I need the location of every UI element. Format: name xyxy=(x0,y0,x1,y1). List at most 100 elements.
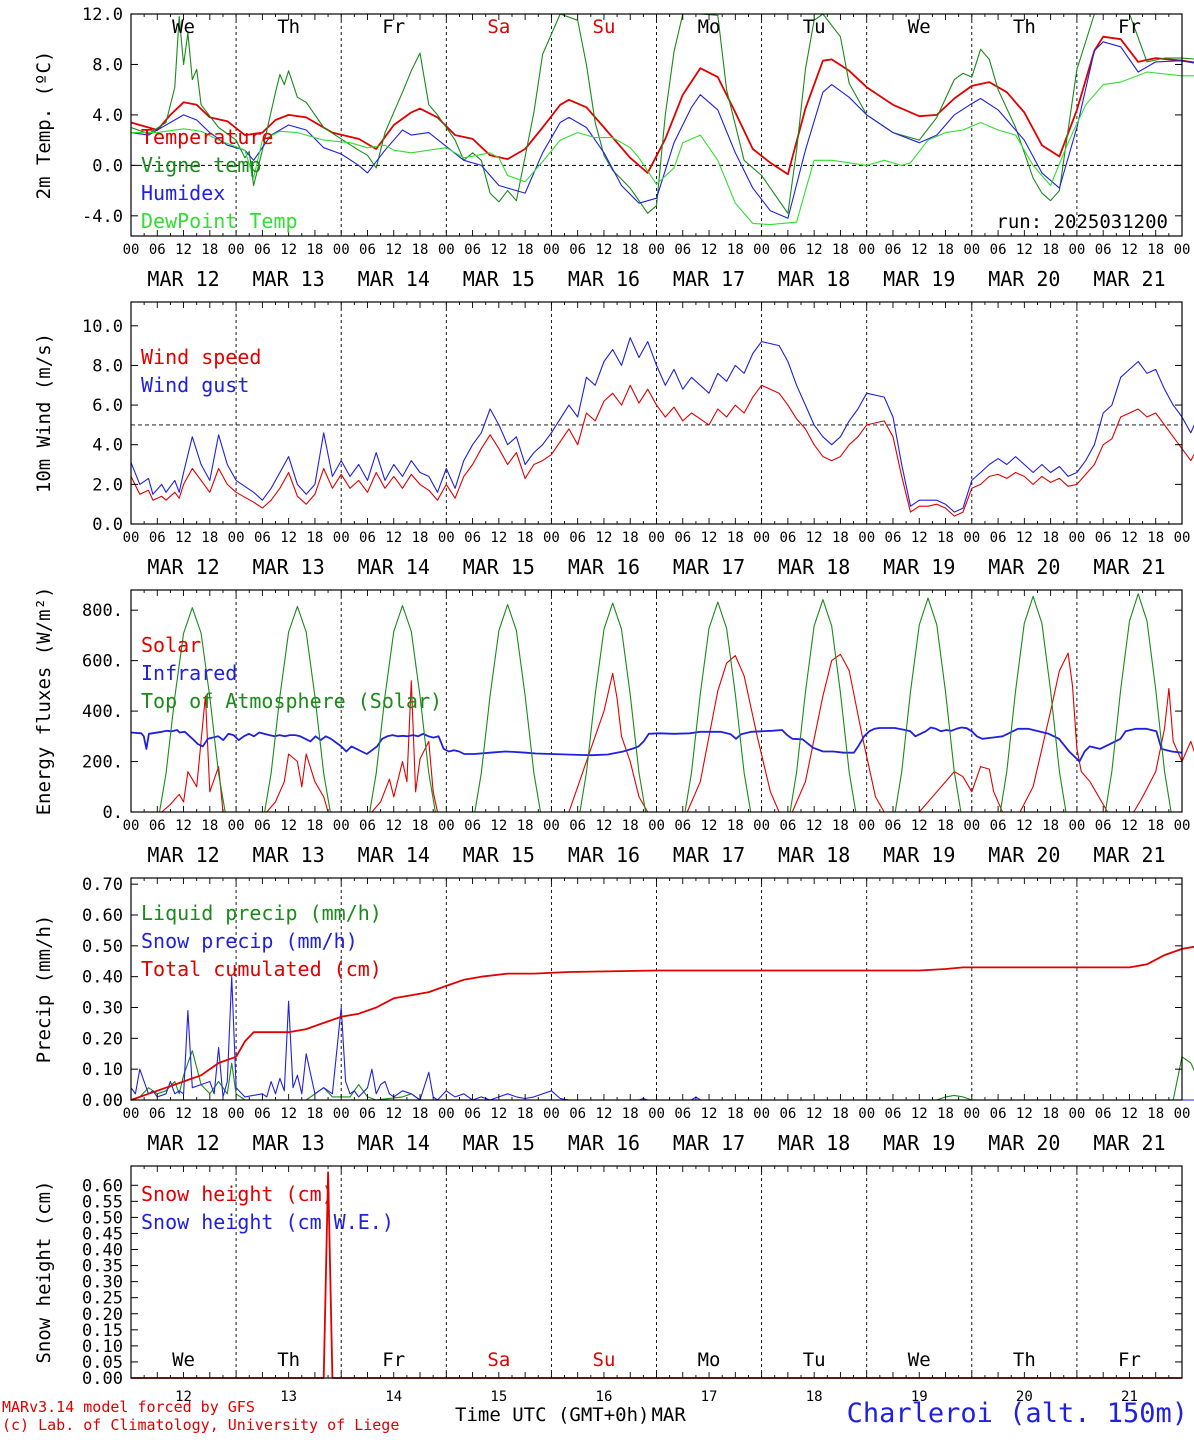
hour-label: 18 xyxy=(937,242,954,258)
weekday-label: We xyxy=(908,1349,931,1371)
hour-label: 12 xyxy=(175,1106,192,1122)
weekday-label: We xyxy=(172,16,195,38)
weekday-label: Th xyxy=(277,16,300,38)
hour-label: 18 xyxy=(517,242,534,258)
y-tick-label: 0.50 xyxy=(82,1208,123,1228)
hour-label: 12 xyxy=(911,242,928,258)
hour-label: 18 xyxy=(727,242,744,258)
day-number-label: 21 xyxy=(1121,1389,1138,1405)
date-label: MAR 13 xyxy=(253,555,325,579)
date-label: MAR 18 xyxy=(778,843,850,867)
hour-label: 12 xyxy=(280,1106,297,1122)
hour-label: 00 xyxy=(228,530,245,546)
date-label: MAR 21 xyxy=(1093,555,1165,579)
hour-label: 18 xyxy=(412,818,429,834)
date-label: MAR 14 xyxy=(358,267,430,291)
hour-label: 18 xyxy=(937,818,954,834)
hour-label: 06 xyxy=(569,242,586,258)
series-snow-precip-mm-h- xyxy=(130,976,1194,1101)
hour-label: 06 xyxy=(885,242,902,258)
weekday-label: Mo xyxy=(698,16,721,38)
legend-temperature: Temperature xyxy=(141,125,273,149)
date-label: MAR 18 xyxy=(778,1131,850,1155)
hour-label: 12 xyxy=(175,818,192,834)
legend-top-of-atmosphere-solar-: Top of Atmosphere (Solar) xyxy=(141,689,442,713)
hour-label: 12 xyxy=(280,530,297,546)
hour-label: 12 xyxy=(701,818,718,834)
hour-label: 18 xyxy=(727,530,744,546)
date-label: MAR 13 xyxy=(253,1131,325,1155)
hour-label: 18 xyxy=(1042,1106,1059,1122)
hour-label: 06 xyxy=(779,1106,796,1122)
hour-label: 18 xyxy=(727,818,744,834)
legend-humidex: Humidex xyxy=(141,181,225,205)
hour-label: 12 xyxy=(596,1106,613,1122)
weekday-label: Th xyxy=(1013,16,1036,38)
hour-label: 12 xyxy=(701,530,718,546)
y-tick-label: 4.0 xyxy=(92,436,123,456)
hour-label: 12 xyxy=(1121,1106,1138,1122)
hour-label: 18 xyxy=(1042,818,1059,834)
hour-label: 06 xyxy=(1095,530,1112,546)
hour-label: 18 xyxy=(1042,242,1059,258)
hour-label: 18 xyxy=(832,530,849,546)
day-number-label: 20 xyxy=(1016,1389,1033,1405)
date-label: MAR 16 xyxy=(568,267,640,291)
hour-label: 00 xyxy=(1174,1106,1191,1122)
hour-label: 06 xyxy=(674,818,691,834)
date-label: MAR 16 xyxy=(568,1131,640,1155)
hour-label: 00 xyxy=(648,242,665,258)
y-tick-label: 0.55 xyxy=(82,1192,123,1212)
hour-label: 18 xyxy=(306,530,323,546)
date-label: MAR 12 xyxy=(147,843,219,867)
hour-label: 00 xyxy=(438,530,455,546)
hour-label: 12 xyxy=(385,1106,402,1122)
hour-label: 06 xyxy=(149,242,166,258)
date-label: MAR 15 xyxy=(463,267,535,291)
hour-label: 00 xyxy=(123,1106,140,1122)
hour-label: 06 xyxy=(569,530,586,546)
legend-liquid-precip-mm-h-: Liquid precip (mm/h) xyxy=(141,901,382,925)
hour-label: 06 xyxy=(1095,1106,1112,1122)
y-tick-label: 12.0 xyxy=(82,5,123,25)
hour-label: 06 xyxy=(885,530,902,546)
hour-label: 18 xyxy=(517,818,534,834)
date-label: MAR 21 xyxy=(1093,843,1165,867)
hour-label: 06 xyxy=(779,530,796,546)
y-tick-label: 0.30 xyxy=(82,999,123,1019)
hour-label: 12 xyxy=(701,1106,718,1122)
hour-label: 00 xyxy=(543,530,560,546)
y-tick-label: 0.25 xyxy=(82,1289,123,1309)
hour-label: 00 xyxy=(753,1106,770,1122)
model-credit: MARv3.14 model forced by GFS xyxy=(2,1398,255,1416)
date-label: MAR 18 xyxy=(778,267,850,291)
hour-label: 00 xyxy=(648,818,665,834)
hour-label: 18 xyxy=(1042,530,1059,546)
hour-label: 06 xyxy=(674,242,691,258)
hour-label: 12 xyxy=(1016,530,1033,546)
date-label: MAR 14 xyxy=(358,1131,430,1155)
hour-label: 06 xyxy=(1095,818,1112,834)
day-number-label: 14 xyxy=(385,1389,402,1405)
y-tick-label: 2.0 xyxy=(92,475,123,495)
hour-label: 12 xyxy=(490,530,507,546)
hour-label: 12 xyxy=(911,530,928,546)
hour-label: 06 xyxy=(254,530,271,546)
y-axis-title: Precip (mm/h) xyxy=(33,915,55,1064)
hour-label: 00 xyxy=(753,818,770,834)
hour-label: 06 xyxy=(464,818,481,834)
hour-label: 18 xyxy=(517,1106,534,1122)
hour-label: 18 xyxy=(937,530,954,546)
series-infrared xyxy=(130,726,1183,763)
y-tick-label: 800. xyxy=(82,601,123,621)
hour-label: 06 xyxy=(674,1106,691,1122)
y-tick-label: 0.00 xyxy=(82,1091,123,1111)
day-number-label: 17 xyxy=(701,1389,718,1405)
hour-label: 06 xyxy=(885,818,902,834)
series-wind-speed xyxy=(130,384,1194,517)
time-axis-month: MAR xyxy=(651,1404,686,1426)
weekday-label: Mo xyxy=(698,1349,721,1371)
y-tick-label: 0. xyxy=(103,803,123,823)
panel-precip: 0.00 0.10 0.20 0.30 0.40 0.50 0.60 0.70 Precip (… xyxy=(33,875,1194,1155)
hour-label: 18 xyxy=(306,242,323,258)
